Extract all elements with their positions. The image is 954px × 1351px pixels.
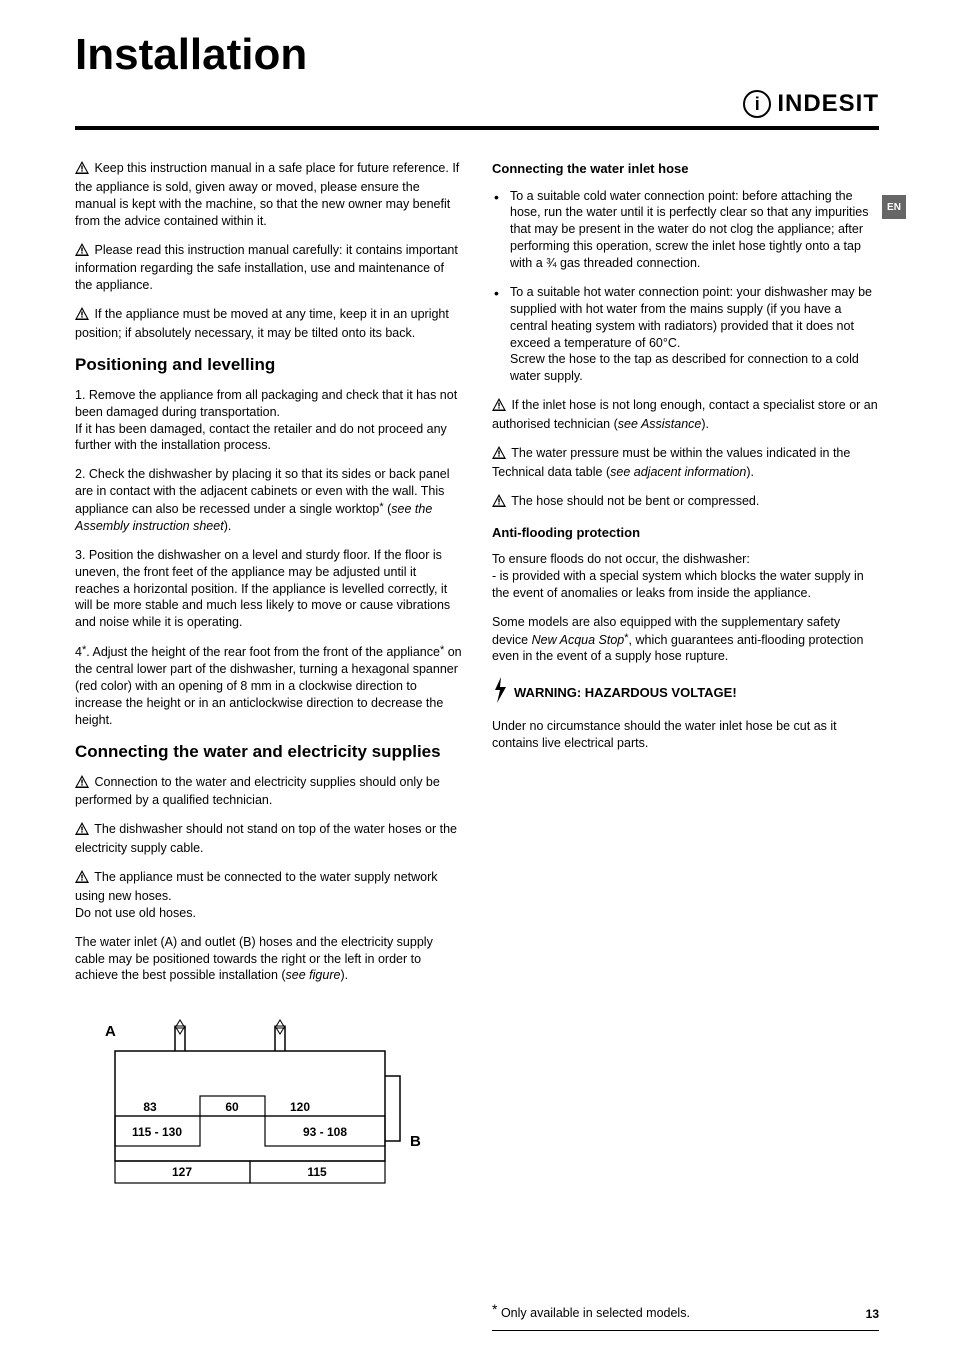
- warning-icon: [75, 870, 89, 888]
- svg-text:127: 127: [172, 1165, 192, 1179]
- warning-icon: [75, 822, 89, 840]
- warning-icon: [75, 161, 89, 179]
- inlet-hose-bullets: To a suitable cold water connection poin…: [492, 188, 879, 386]
- intro-text-3: If the appliance must be moved at any ti…: [75, 307, 449, 340]
- warning-icon: [75, 775, 89, 793]
- page-title: Installation: [75, 30, 879, 80]
- antiflood-para-1: To ensure floods do not occur, the dishw…: [492, 551, 879, 602]
- footnote: * Only available in selected models.: [492, 1301, 879, 1331]
- section-positioning-title: Positioning and levelling: [75, 354, 462, 377]
- inlet-para-3: The hose should not be bent or compresse…: [492, 493, 879, 512]
- warning-icon: [75, 307, 89, 325]
- positioning-step-2: 2. Check the dishwasher by placing it so…: [75, 466, 462, 535]
- connecting-para-1: Connection to the water and electricity …: [75, 774, 462, 810]
- positioning-step-3: 3. Position the dishwasher on a level an…: [75, 547, 462, 631]
- footer-rule: [492, 1330, 879, 1331]
- brand-name: INDESIT: [777, 90, 879, 118]
- section-connecting-title: Connecting the water and electricity sup…: [75, 741, 462, 764]
- bolt-icon: [492, 677, 508, 708]
- warning-icon: [492, 446, 506, 464]
- positioning-step-4: 4*. Adjust the height of the rear foot f…: [75, 643, 462, 728]
- antiflood-para-2: Some models are also equipped with the s…: [492, 614, 879, 666]
- intro-para-2: Please read this instruction manual care…: [75, 242, 462, 295]
- brand-icon: i: [743, 90, 771, 118]
- left-column: Keep this instruction manual in a safe p…: [75, 160, 462, 1206]
- section-inlet-hose-title: Connecting the water inlet hose: [492, 160, 879, 178]
- inlet-para-1: If the inlet hose is not long enough, co…: [492, 397, 879, 433]
- hazardous-voltage-title: WARNING: HAZARDOUS VOLTAGE!: [514, 684, 737, 702]
- language-tab: EN: [882, 195, 906, 219]
- section-antiflood-title: Anti-flooding protection: [492, 524, 879, 542]
- brand-row: i INDESIT: [75, 90, 879, 118]
- hazardous-voltage-heading: WARNING: HAZARDOUS VOLTAGE!: [492, 677, 879, 708]
- intro-para-3: If the appliance must be moved at any ti…: [75, 306, 462, 342]
- bullet-hot-water: To a suitable hot water connection point…: [492, 284, 879, 385]
- content-columns: Keep this instruction manual in a safe p…: [75, 160, 879, 1206]
- svg-text:115: 115: [307, 1165, 327, 1179]
- bullet-cold-water: To a suitable cold water connection poin…: [492, 188, 879, 272]
- right-column: Connecting the water inlet hose To a sui…: [492, 160, 879, 1206]
- svg-text:93 - 108: 93 - 108: [303, 1125, 347, 1139]
- page-number: 13: [866, 1307, 879, 1321]
- inlet-para-2: The water pressure must be within the va…: [492, 445, 879, 481]
- connecting-para-4: The water inlet (A) and outlet (B) hoses…: [75, 934, 462, 985]
- connecting-para-3: The appliance must be connected to the w…: [75, 869, 462, 922]
- hazardous-voltage-text: Under no circumstance should the water i…: [492, 718, 879, 752]
- diagram-label-b: B: [410, 1133, 421, 1150]
- svg-text:120: 120: [290, 1100, 310, 1114]
- warning-icon: [492, 398, 506, 416]
- brand-logo: i INDESIT: [743, 90, 879, 118]
- intro-para-1: Keep this instruction manual in a safe p…: [75, 160, 462, 230]
- svg-text:115 - 130: 115 - 130: [132, 1125, 182, 1139]
- svg-text:83: 83: [143, 1100, 157, 1114]
- diagram-label-a: A: [105, 1023, 116, 1040]
- intro-text-2: Please read this instruction manual care…: [75, 243, 458, 293]
- installation-diagram: A B 83 60 120 115 - 130 93 - 108 127 115: [75, 1016, 435, 1201]
- connecting-para-2: The dishwasher should not stand on top o…: [75, 821, 462, 857]
- footnote-row: * Only available in selected models.: [75, 1301, 879, 1331]
- svg-text:60: 60: [225, 1100, 239, 1114]
- intro-text-1: Keep this instruction manual in a safe p…: [75, 161, 459, 228]
- warning-icon: [492, 494, 506, 512]
- warning-icon: [75, 243, 89, 261]
- header-rule: [75, 126, 879, 130]
- positioning-step-1: 1. Remove the appliance from all packagi…: [75, 387, 462, 455]
